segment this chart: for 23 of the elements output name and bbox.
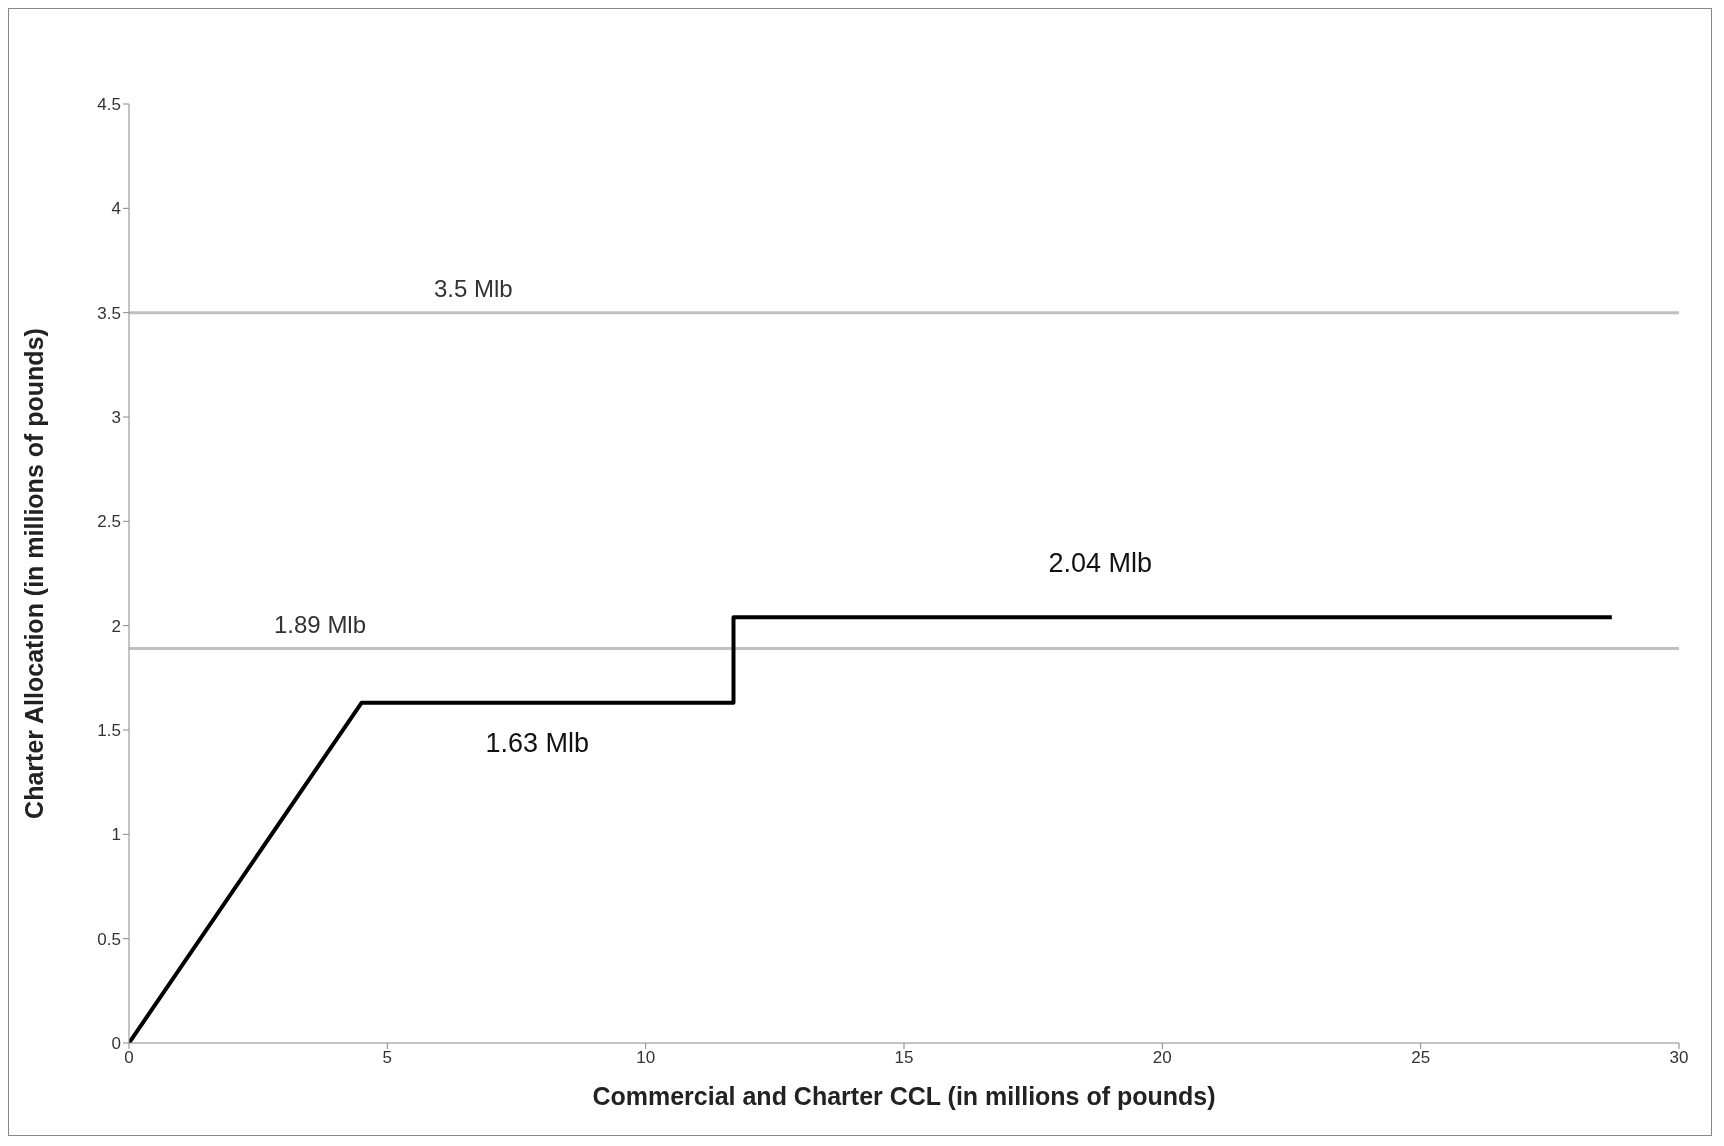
- x-tick-label: 15: [894, 1048, 914, 1068]
- y-tick-label: 0.5: [97, 929, 121, 949]
- x-tick-label: 25: [1411, 1048, 1431, 1068]
- y-tick-label: 0: [111, 1034, 121, 1054]
- x-tick-label: 30: [1669, 1048, 1689, 1068]
- y-tick-label: 4: [111, 199, 121, 219]
- y-axis-title: Charter Allocation (in millions of pounds): [19, 328, 48, 819]
- x-tick-label: 0: [124, 1048, 134, 1068]
- x-axis-title: Commercial and Charter CCL (in millions of pounds): [592, 1082, 1216, 1110]
- y-tick-label: 4.5: [97, 95, 121, 115]
- annotation: 1.63 Mlb: [485, 728, 589, 759]
- x-tick-label: 20: [1152, 1048, 1172, 1068]
- y-tick-label: 3.5: [97, 303, 121, 323]
- x-tick-label: 5: [382, 1048, 393, 1068]
- ref-line-label: 1.89 Mlb: [274, 610, 367, 638]
- y-tick-label: 2: [111, 616, 121, 636]
- ref-line-label: 3.5 Mlb: [434, 274, 513, 302]
- x-tick-label: 10: [636, 1048, 656, 1068]
- y-tick-label: 1.5: [97, 721, 121, 741]
- annotation: 2.04 Mlb: [1048, 548, 1153, 579]
- y-tick-label: 3: [111, 408, 121, 428]
- y-tick-label: 2.5: [97, 512, 121, 532]
- y-tick-label: 1: [111, 825, 121, 845]
